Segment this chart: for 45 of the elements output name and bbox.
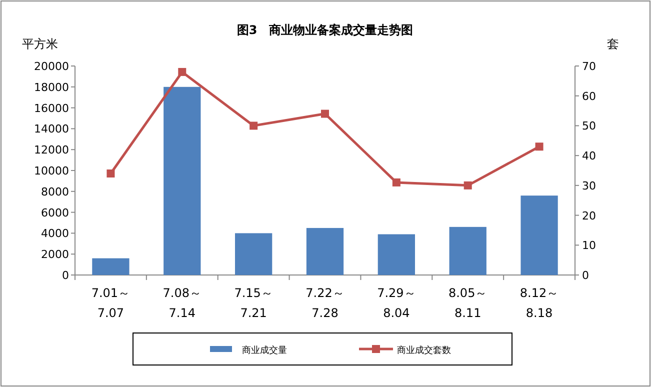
y2-tick-label: 20 <box>582 209 596 222</box>
y-tick-label: 18000 <box>34 80 69 94</box>
legend-label: 商业成交量 <box>242 345 287 356</box>
point <box>250 122 258 130</box>
x-tick-label: 7.22～7.28 <box>306 286 344 320</box>
point <box>392 178 400 186</box>
y-tick-label: 0 <box>62 269 69 282</box>
y-tick-label: 4000 <box>41 227 69 240</box>
bar <box>164 86 201 275</box>
y-tick-label: 2000 <box>41 248 69 262</box>
y-tick-label: 16000 <box>34 102 69 115</box>
x-tick-label: 7.01～7.07 <box>91 286 130 320</box>
point <box>106 169 115 178</box>
bar <box>92 258 130 275</box>
y2-tick-label: 0 <box>582 269 589 282</box>
point <box>321 110 329 118</box>
y-tick-label: 14000 <box>34 122 69 136</box>
legend-label: 商业成交套数 <box>397 345 451 356</box>
y2-tick-label: 60 <box>582 90 596 103</box>
y-tick-label: 6000 <box>41 206 69 220</box>
point <box>464 181 472 190</box>
x-tick-label: 7.29～8.04 <box>377 286 416 320</box>
y-tick-label: 12000 <box>34 144 69 157</box>
y2-tick-label: 30 <box>582 179 596 192</box>
y-axis-title: 平方米 <box>22 37 58 51</box>
y-tick-label: 8000 <box>41 185 69 198</box>
y2-tick-label: 70 <box>582 60 596 73</box>
bar <box>235 233 272 275</box>
y2-tick-label: 50 <box>582 120 596 133</box>
y-tick-label: 10000 <box>34 164 69 178</box>
bar <box>306 228 344 275</box>
y2-tick-label: 10 <box>582 239 596 252</box>
y2-tick-label: 40 <box>582 150 596 163</box>
x-tick-label: 7.08～7.14 <box>162 286 202 320</box>
chart-title: 图3 商业物业备案成交量走势图 <box>236 23 414 37</box>
x-tick-label: 8.12～8.18 <box>520 286 559 320</box>
x-tick-label: 8.05～8.11 <box>448 286 488 320</box>
point <box>535 142 544 151</box>
point <box>178 68 186 76</box>
x-tick-label: 7.15～7.21 <box>234 286 273 320</box>
bar <box>378 234 415 275</box>
bar <box>520 196 558 275</box>
y-tick-label: 20000 <box>34 60 69 73</box>
bar <box>449 226 486 275</box>
y2-axis-title: 套 <box>607 37 619 51</box>
